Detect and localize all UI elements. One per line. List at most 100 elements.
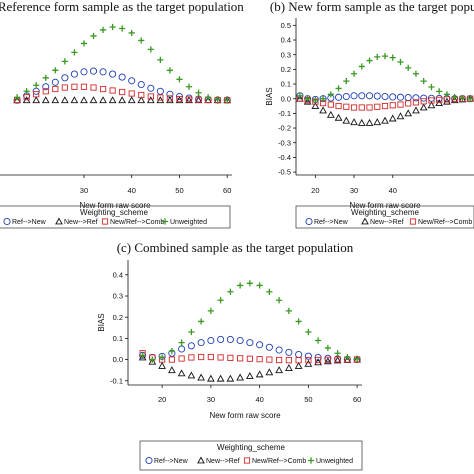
- data-point: [419, 103, 428, 111]
- series-1: [296, 94, 474, 126]
- data-point: [265, 368, 274, 376]
- data-point: [450, 96, 459, 104]
- data-point: [51, 96, 60, 104]
- data-point: [358, 104, 365, 111]
- data-point: [276, 356, 283, 364]
- data-point: [295, 357, 302, 364]
- data-point: [366, 57, 373, 64]
- x-axis-label: New form raw score: [349, 201, 421, 210]
- data-point: [137, 80, 145, 89]
- data-point: [335, 102, 342, 110]
- data-point: [404, 93, 412, 102]
- data-point: [343, 77, 350, 85]
- data-point: [119, 25, 126, 32]
- data-point: [177, 369, 186, 377]
- data-point: [350, 118, 358, 126]
- legend-title: Weighting_scheme: [217, 443, 285, 452]
- data-point: [99, 68, 107, 76]
- data-point: [128, 77, 136, 85]
- data-point: [90, 84, 97, 91]
- data-point: [420, 98, 427, 105]
- data-point: [443, 97, 451, 105]
- y-tick-label: 0.4: [281, 36, 291, 45]
- y-tick-label: 0.2: [281, 65, 291, 74]
- data-point: [185, 94, 193, 102]
- series-3: [139, 280, 361, 363]
- data-point: [149, 356, 156, 363]
- data-point: [207, 307, 214, 314]
- data-point: [42, 83, 50, 91]
- data-point: [333, 356, 342, 364]
- y-tick-label: 0.3: [281, 50, 291, 59]
- data-point: [344, 353, 351, 361]
- data-point: [52, 67, 59, 74]
- data-point: [246, 280, 253, 287]
- data-point: [185, 96, 193, 104]
- data-point: [195, 96, 202, 103]
- x-tick-label: 30: [350, 186, 358, 195]
- legend-marker: [55, 217, 63, 225]
- x-tick-label: 30: [207, 395, 215, 404]
- data-point: [397, 101, 404, 108]
- data-point: [381, 116, 389, 124]
- data-point: [128, 90, 135, 97]
- legend-marker: [307, 457, 315, 464]
- x-tick-label: 60: [223, 186, 231, 195]
- data-point: [217, 297, 224, 304]
- data-point: [217, 335, 225, 343]
- data-point: [157, 56, 164, 63]
- data-point: [334, 113, 343, 121]
- data-point: [138, 353, 147, 361]
- series-3: [14, 23, 231, 104]
- data-point: [266, 356, 273, 363]
- data-point: [166, 96, 174, 104]
- data-point: [389, 93, 397, 101]
- x-axis-label: New form raw score: [209, 411, 281, 420]
- data-point: [226, 335, 234, 343]
- data-point: [33, 82, 40, 89]
- data-point: [255, 370, 264, 378]
- y-tick-label: 0.0: [113, 355, 123, 364]
- data-point: [436, 96, 443, 103]
- data-point: [305, 357, 312, 364]
- data-point: [295, 350, 303, 359]
- data-point: [52, 85, 59, 93]
- data-point: [14, 94, 21, 101]
- data-point: [147, 46, 154, 53]
- data-point: [157, 94, 164, 101]
- legend-label: New-->Ref: [206, 458, 240, 465]
- data-point: [119, 88, 126, 96]
- data-point: [207, 374, 215, 382]
- data-point: [128, 29, 135, 37]
- data-point: [187, 371, 196, 379]
- data-point: [350, 70, 358, 77]
- data-point: [236, 336, 244, 345]
- legend-label: New-->Ref: [64, 219, 98, 226]
- y-tick-label: 0.1: [281, 80, 291, 89]
- data-point: [176, 95, 183, 103]
- data-point: [185, 96, 193, 103]
- y-tick-label: 0.5: [281, 21, 291, 30]
- data-point: [276, 297, 283, 304]
- data-point: [435, 94, 443, 102]
- data-point: [236, 373, 244, 381]
- data-point: [428, 83, 435, 91]
- data-point: [388, 114, 397, 122]
- data-point: [166, 95, 174, 102]
- data-point: [358, 92, 366, 100]
- data-point: [159, 354, 166, 361]
- data-point: [197, 339, 205, 347]
- data-point: [397, 58, 404, 66]
- data-point: [158, 361, 166, 369]
- chart-title: (a) Reference form sample as the target …: [0, 0, 244, 14]
- legend-marker: [101, 218, 109, 225]
- data-point: [214, 96, 221, 103]
- data-point: [365, 118, 374, 126]
- data-point: [374, 53, 381, 60]
- data-point: [365, 92, 374, 100]
- data-point: [61, 58, 68, 65]
- legend-marker: [305, 217, 313, 226]
- chart-panel-b: (b) New form sample as the target popula…: [265, 0, 474, 229]
- data-point: [315, 356, 322, 364]
